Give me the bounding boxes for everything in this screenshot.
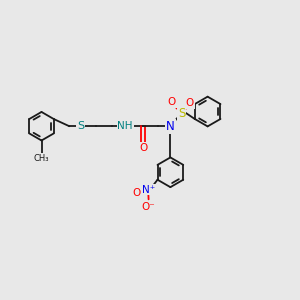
Text: O: O [168,97,176,107]
Text: NH: NH [118,121,133,131]
Text: N: N [166,120,175,133]
Text: CH₃: CH₃ [34,154,49,163]
Text: O⁻: O⁻ [142,202,155,212]
Text: N⁺: N⁺ [142,184,155,194]
Text: O: O [139,143,147,153]
Text: S: S [178,106,185,119]
Text: O: O [186,98,194,108]
Text: O: O [132,188,140,197]
Text: S: S [77,121,84,131]
